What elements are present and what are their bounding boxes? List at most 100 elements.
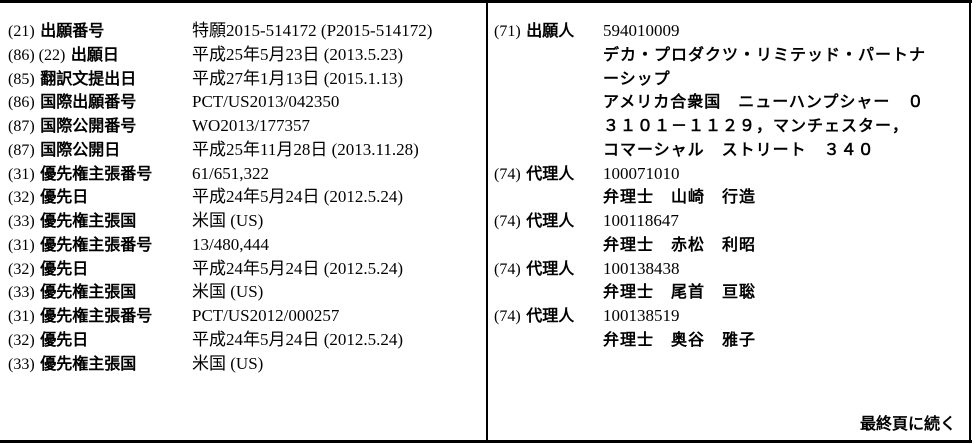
bibliographic-right-column: (71) 出願人594010009デカ・プロダクツ・リミテッド・パートナーシップ… xyxy=(494,19,964,352)
field-name: 国際出願番号 xyxy=(40,92,136,111)
party-label: (71) 出願人 xyxy=(494,19,574,44)
field-code: (21) xyxy=(8,23,35,40)
party-detail: コマーシャル ストリート ３４０ xyxy=(603,138,875,162)
field-label: (87) 国際公開日 xyxy=(8,138,120,163)
field-name: 優先権主張番号 xyxy=(40,235,152,254)
field-value: WO2013/177357 xyxy=(192,114,310,138)
field-label: (31) 優先権主張番号 xyxy=(8,304,152,329)
bib-row: (87) 国際公開日 平成25年11月28日 (2013.11.28) xyxy=(8,138,478,162)
field-name: 優先日 xyxy=(40,187,88,206)
field-label: (85) 翻訳文提出日 xyxy=(8,67,136,92)
party-label: (74) 代理人 xyxy=(494,162,574,187)
party-number: 100138519 xyxy=(603,304,680,328)
right-rule xyxy=(969,0,971,443)
bib-row: (33) 優先権主張国 米国 (US) xyxy=(8,352,478,376)
party-number: 100118647 xyxy=(603,209,679,233)
field-name: 優先日 xyxy=(40,259,88,278)
party-detail-row: 弁理士 赤松 利昭 xyxy=(494,233,964,257)
party-detail-row: ３１０１－１１２９，マンチェスター， xyxy=(494,114,964,138)
field-label: (32) 優先日 xyxy=(8,185,88,210)
party-detail-row: デカ・プロダクツ・リミテッド・パートナ xyxy=(494,43,964,67)
field-label: (87) 国際公開番号 xyxy=(8,114,136,139)
field-value: 特願2015-514172 (P2015-514172) xyxy=(192,19,432,43)
field-code: (32) xyxy=(8,332,35,349)
field-code: (31) xyxy=(8,237,35,254)
party-label: (74) 代理人 xyxy=(494,304,574,329)
party-detail: ３１０１－１１２９，マンチェスター， xyxy=(603,114,909,138)
field-label: (86) (22) 出願日 xyxy=(8,43,119,68)
party-number: 100071010 xyxy=(603,162,680,186)
field-code: (32) xyxy=(8,261,35,278)
bib-row: (33) 優先権主張国米国 (US) xyxy=(8,209,478,233)
field-code: (31) xyxy=(8,308,35,325)
field-value: 平成24年5月24日 (2012.5.24) xyxy=(192,257,403,281)
bib-row: (31) 優先権主張番号61/651,322 xyxy=(8,162,478,186)
party-code: (71) xyxy=(494,23,521,40)
field-value: 平成25年11月28日 (2013.11.28) xyxy=(192,138,419,162)
bib-row: (31) 優先権主張番号 PCT/US2012/000257 xyxy=(8,304,478,328)
field-code: (86) xyxy=(8,94,35,111)
field-code: (86) (22) xyxy=(8,47,65,64)
party-role: 代理人 xyxy=(526,306,574,325)
party-detail: アメリカ合衆国 ニューハンプシャー ０ xyxy=(603,90,924,114)
field-label: (32) 優先日 xyxy=(8,257,88,282)
party-label: (74) 代理人 xyxy=(494,257,574,282)
party-role: 代理人 xyxy=(526,164,574,183)
field-label: (32) 優先日 xyxy=(8,328,88,353)
party-detail-row: 弁理士 尾首 亘聡 xyxy=(494,280,964,304)
field-label: (33) 優先権主張国 xyxy=(8,352,136,377)
party-code: (74) xyxy=(494,166,521,183)
party-role: 代理人 xyxy=(526,211,574,230)
field-value: 米国 (US) xyxy=(192,352,263,376)
bib-row: (21) 出願番号 特願2015-514172 (P2015-514172) xyxy=(8,19,478,43)
field-label: (86) 国際出願番号 xyxy=(8,90,136,115)
field-code: (85) xyxy=(8,71,35,88)
field-name: 優先権主張番号 xyxy=(40,164,152,183)
party-detail: デカ・プロダクツ・リミテッド・パートナ xyxy=(603,43,926,67)
party-row: (71) 出願人594010009 xyxy=(494,19,964,43)
bibliographic-left-column: (21) 出願番号特願2015-514172 (P2015-514172)(86… xyxy=(8,19,478,375)
field-code: (33) xyxy=(8,356,35,373)
party-code: (74) xyxy=(494,213,521,230)
party-detail-row: 弁理士 山崎 行造 xyxy=(494,185,964,209)
bib-row: (32) 優先日 平成24年5月24日 (2012.5.24) xyxy=(8,257,478,281)
field-code: (33) xyxy=(8,213,35,230)
field-name: 出願番号 xyxy=(40,21,104,40)
field-name: 優先日 xyxy=(40,330,88,349)
field-name: 翻訳文提出日 xyxy=(40,69,136,88)
party-number: 100138438 xyxy=(603,257,680,281)
party-detail: 弁理士 奥谷 雅子 xyxy=(603,328,756,352)
continued-note: 最終頁に続く xyxy=(860,410,956,434)
party-role: 代理人 xyxy=(526,259,574,278)
field-value: PCT/US2012/000257 xyxy=(192,304,339,328)
party-code: (74) xyxy=(494,308,521,325)
bib-row: (86) (22) 出願日 平成25年5月23日 (2013.5.23) xyxy=(8,43,478,67)
field-value: 平成24年5月24日 (2012.5.24) xyxy=(192,185,403,209)
field-value: 平成25年5月23日 (2013.5.23) xyxy=(192,43,403,67)
field-label: (31) 優先権主張番号 xyxy=(8,233,152,258)
field-value: 平成27年1月13日 (2015.1.13) xyxy=(192,67,403,91)
bib-row: (85) 翻訳文提出日 平成27年1月13日 (2015.1.13) xyxy=(8,67,478,91)
party-row: (74) 代理人 100071010 xyxy=(494,162,964,186)
party-detail: 弁理士 赤松 利昭 xyxy=(603,233,756,257)
field-label: (33) 優先権主張国 xyxy=(8,280,136,305)
party-detail-row: ーシップ xyxy=(494,67,964,91)
field-name: 優先権主張国 xyxy=(40,282,136,301)
field-code: (33) xyxy=(8,284,35,301)
field-value: 米国 (US) xyxy=(192,280,263,304)
field-code: (31) xyxy=(8,166,35,183)
party-detail: ーシップ xyxy=(603,67,671,91)
field-name: 出願日 xyxy=(71,45,119,64)
bib-row: (33) 優先権主張国 米国 (US) xyxy=(8,280,478,304)
field-name: 国際公開日 xyxy=(40,140,120,159)
field-name: 優先権主張国 xyxy=(40,354,136,373)
field-value: 平成24年5月24日 (2012.5.24) xyxy=(192,328,403,352)
bib-row: (31) 優先権主張番号13/480,444 xyxy=(8,233,478,257)
bib-row: (32) 優先日 平成24年5月24日 (2012.5.24) xyxy=(8,185,478,209)
bib-row: (32) 優先日 平成24年5月24日 (2012.5.24) xyxy=(8,328,478,352)
field-code: (32) xyxy=(8,189,35,206)
field-value: 米国 (US) xyxy=(192,209,263,233)
field-name: 優先権主張番号 xyxy=(40,306,152,325)
party-detail: 弁理士 尾首 亘聡 xyxy=(603,280,756,304)
party-role: 出願人 xyxy=(526,21,574,40)
